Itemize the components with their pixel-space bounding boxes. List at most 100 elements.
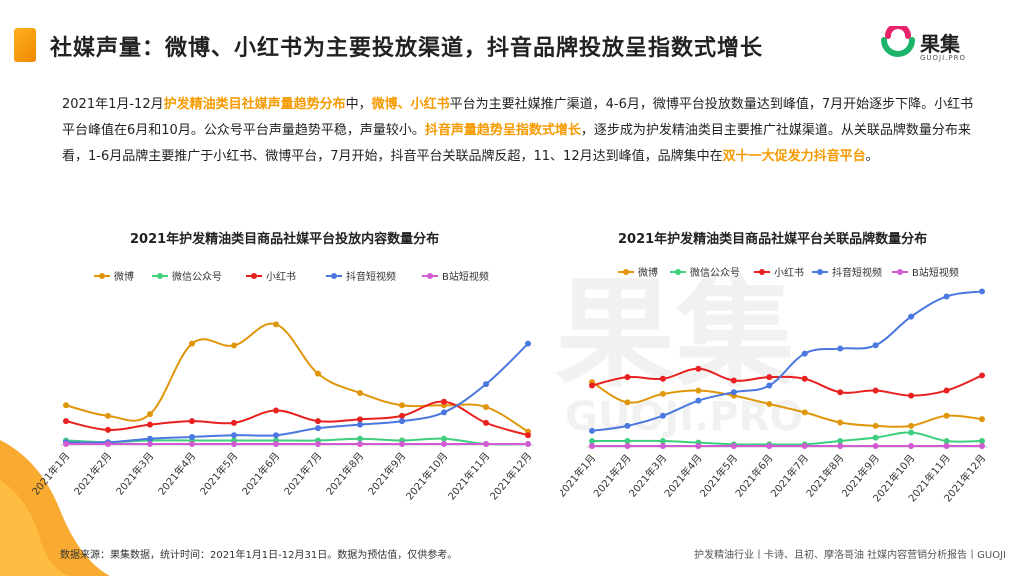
chart2-point-3-4 (730, 389, 737, 396)
chart1-point-0-4 (231, 342, 237, 349)
chart1-point-4-9 (441, 441, 447, 447)
chart2-point-2-0 (589, 382, 595, 389)
chart1-point-2-10 (483, 419, 489, 426)
chart2-point-4-5 (766, 443, 773, 449)
chart2-point-1-1 (624, 437, 631, 444)
chart2-legend-marker-0 (623, 269, 629, 275)
chart2-point-3-2 (659, 412, 666, 419)
chart1-point-3-10 (483, 381, 489, 388)
chart2-point-1-10 (943, 437, 950, 444)
chart1-point-0-8 (399, 402, 405, 409)
chart2-series-line-2 (591, 367, 983, 397)
chart2-point-2-9 (908, 392, 915, 399)
chart2-series-line-0 (591, 381, 983, 428)
intro-highlight-3: 抖音声量趋势呈指数式增长 (424, 123, 581, 138)
chart2-point-0-5 (766, 401, 773, 407)
chart2-point-2-4 (730, 377, 737, 384)
logo-icon (881, 26, 915, 57)
chart2-point-4-9 (908, 443, 915, 449)
chart2-point-4-4 (730, 443, 737, 449)
chart2-point-0-10 (943, 412, 950, 419)
intro-text-4: ，逐步成为护发精油类目主要推广社媒渠道。从关联品牌数量分布来看，1-6月品牌主要… (62, 123, 971, 164)
chart1-legend-marker-1 (157, 273, 163, 279)
chart2-point-4-8 (872, 443, 879, 449)
chart2-series-line-3 (591, 290, 983, 432)
chart2-point-3-11 (979, 288, 985, 295)
chart2-point-1-2 (659, 437, 666, 444)
chart2-legend-label-3: 抖音短视频 (832, 266, 882, 279)
chart2-point-0-7 (837, 419, 844, 426)
chart1-point-3-7 (357, 421, 363, 428)
intro-text-2: 中， (345, 97, 372, 112)
chart1-series-line-2 (65, 400, 529, 437)
chart1-x-tick-3: 2021年4月 (155, 450, 198, 498)
chart1-point-0-5 (273, 321, 279, 328)
chart1-point-2-2 (147, 421, 153, 428)
chart1-x-tick-10: 2021年11月 (445, 450, 492, 503)
intro-highlight-2: 微博、小红书 (371, 97, 450, 112)
chart2-legend-marker-1 (675, 269, 681, 275)
chart1-x-tick-4: 2021年5月 (197, 450, 240, 498)
chart1-point-4-1 (105, 441, 111, 447)
chart1-legend-marker-3 (331, 273, 337, 279)
chart1-point-3-9 (441, 409, 447, 416)
brand-logo: 果集 GUOJI.PRO (880, 26, 1020, 70)
chart1-point-4-6 (315, 441, 321, 447)
chart2-point-2-8 (872, 387, 879, 394)
chart2-point-0-11 (979, 416, 985, 423)
chart2-point-4-7 (837, 443, 844, 449)
chart2-point-4-6 (801, 443, 808, 449)
chart1-legend-3: 抖音短视频 (326, 270, 396, 283)
chart2-point-0-6 (801, 409, 808, 416)
chart2-point-3-1 (624, 422, 631, 429)
chart2-point-4-0 (589, 443, 595, 449)
chart1-point-3-6 (315, 425, 321, 432)
chart1-x-tick-11: 2021年12月 (487, 450, 534, 503)
chart2-point-1-0 (589, 437, 595, 444)
chart1-legend-4: B站短视频 (422, 270, 489, 283)
logo-text: 果集 (920, 32, 960, 56)
chart1-legend-0: 微博 (94, 270, 134, 283)
chart1-point-1-7 (357, 435, 363, 442)
chart2-point-2-6 (801, 375, 808, 382)
chart2-legend-1: 微信公众号 (670, 266, 740, 279)
chart2-point-0-9 (908, 422, 915, 429)
chart1-point-4-10 (483, 441, 489, 447)
chart2-point-0-2 (659, 390, 666, 397)
chart1-legend-label-4: B站短视频 (442, 270, 489, 283)
chart1-x-tick-9: 2021年10月 (403, 450, 450, 503)
chart1-point-4-7 (357, 441, 363, 447)
chart1-legend-marker-4 (427, 273, 433, 279)
chart2-point-0-8 (872, 422, 879, 429)
chart2-legend-4: B站短视频 (892, 266, 959, 279)
chart1-point-4-5 (273, 441, 279, 447)
chart1-legend-label-3: 抖音短视频 (346, 270, 396, 283)
chart1-point-2-5 (273, 407, 279, 414)
corner-decoration (0, 440, 110, 576)
chart2-point-2-7 (837, 389, 844, 396)
chart1-point-2-3 (189, 418, 195, 425)
chart1-point-0-6 (315, 370, 321, 377)
chart1-point-3-4 (231, 432, 237, 439)
chart2-series-line-1 (592, 431, 983, 446)
chart2-point-1-9 (908, 429, 915, 436)
chart1-point-4-0 (63, 441, 69, 447)
intro-paragraph: 2021年1月-12月护发精油类目社媒声量趋势分布中，微博、小红书平台为主要社媒… (62, 92, 982, 170)
chart2-line-chart: 微博 微信公众号 小红书 抖音短视频 B站短视频2021年1月2021年2月2021年3… (560, 266, 988, 505)
chart1-point-4-11 (525, 441, 531, 447)
logo-subtext: GUOJI.PRO (920, 54, 967, 62)
chart1-x-tick-6: 2021年7月 (281, 450, 324, 498)
chart2-legend-marker-4 (897, 269, 903, 275)
intro-text-5: 。 (865, 149, 879, 164)
chart1-legend-label-2: 小红书 (266, 270, 296, 283)
footer-report: 护发精油行业丨卡诗、且初、摩洛哥油 社媒内容营销分析报告丨GUOJI (693, 550, 1006, 561)
chart1-series-line-3 (65, 342, 529, 444)
chart2-point-2-3 (695, 365, 702, 372)
chart2-point-4-1 (624, 443, 631, 449)
chart2-point-4-3 (695, 443, 702, 449)
chart1-legend-1: 微信公众号 (152, 270, 222, 283)
chart2-title: 2021年护发精油类目商品社媒平台关联品牌数量分布 (618, 232, 928, 247)
chart1-legend-label-1: 微信公众号 (172, 270, 222, 283)
chart1-x-tick-5: 2021年6月 (239, 450, 282, 498)
chart1-legend-2: 小红书 (246, 270, 296, 283)
